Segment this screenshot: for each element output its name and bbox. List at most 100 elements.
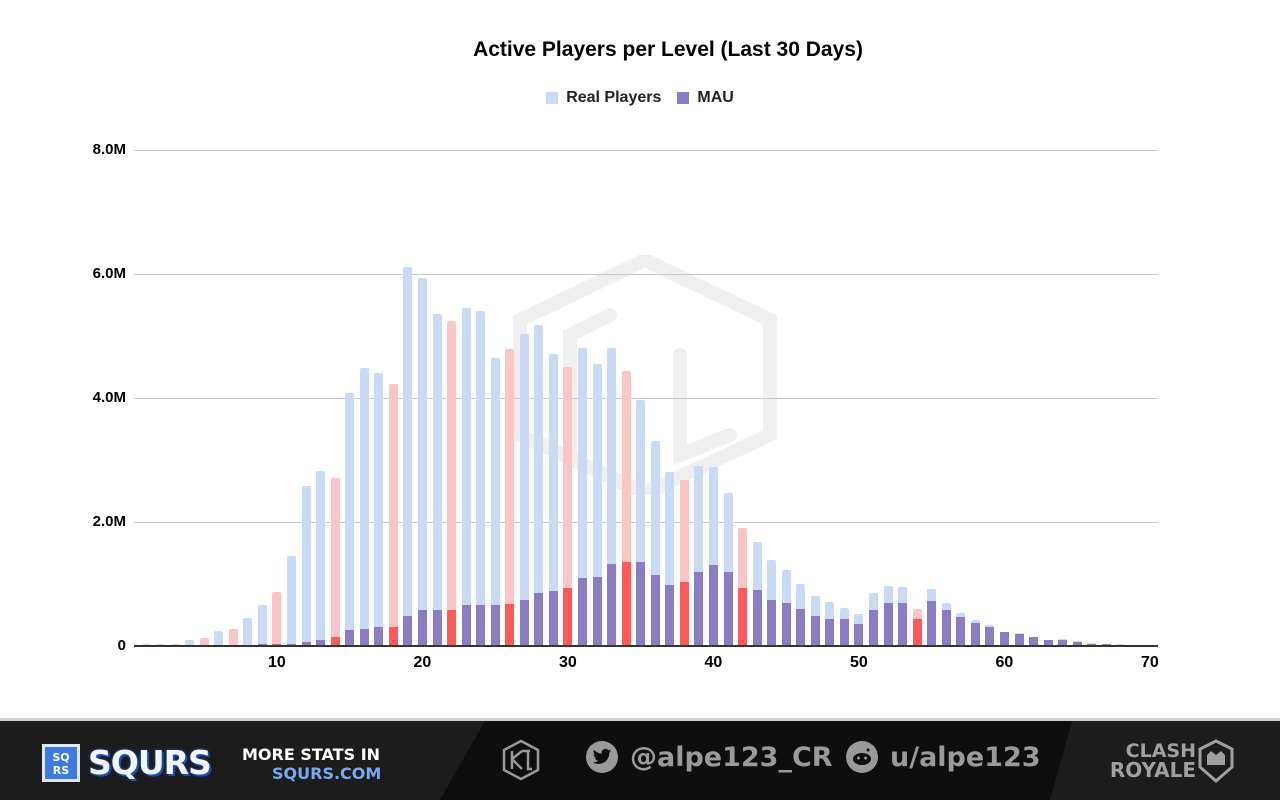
bar-real-players[interactable] xyxy=(316,471,326,646)
bar-mau[interactable] xyxy=(839,618,849,646)
bar-mau[interactable] xyxy=(388,627,398,646)
bar-mau[interactable] xyxy=(447,610,457,646)
bar-mau[interactable] xyxy=(359,628,369,646)
bar-mau[interactable] xyxy=(316,639,326,646)
bar-real-players[interactable] xyxy=(490,357,500,646)
bar-mau[interactable] xyxy=(708,564,718,646)
bar-mau[interactable] xyxy=(665,584,675,646)
bar-mau[interactable] xyxy=(417,610,427,646)
bar-mau[interactable] xyxy=(272,643,282,646)
bar-mau[interactable] xyxy=(548,591,558,646)
bar-real-players[interactable] xyxy=(650,440,660,646)
bar-mau[interactable] xyxy=(534,592,544,646)
bar-mau[interactable] xyxy=(927,601,937,646)
bar-real-players[interactable] xyxy=(461,308,471,646)
bar-real-players[interactable] xyxy=(214,631,224,646)
bar-mau[interactable] xyxy=(1087,643,1097,646)
bar-mau[interactable] xyxy=(738,588,748,646)
bar-mau[interactable] xyxy=(767,600,777,646)
bar-real-players[interactable] xyxy=(359,368,369,646)
bar-mau[interactable] xyxy=(810,616,820,646)
bar-mau[interactable] xyxy=(796,609,806,646)
bar-real-players[interactable] xyxy=(738,528,748,646)
bar-mau[interactable] xyxy=(403,616,413,646)
squrs-link[interactable]: SQURS.COM xyxy=(272,764,382,783)
bar-mau[interactable] xyxy=(854,623,864,646)
bar-real-players[interactable] xyxy=(578,347,587,646)
bar-mau[interactable] xyxy=(912,618,922,646)
bar-mau[interactable] xyxy=(374,626,384,646)
bar-mau[interactable] xyxy=(781,603,791,646)
bar-real-players[interactable] xyxy=(665,471,675,646)
bar-mau[interactable] xyxy=(970,623,980,646)
bar-real-players[interactable] xyxy=(301,486,311,646)
bar-real-players[interactable] xyxy=(243,618,253,646)
legend-item-mau[interactable]: MAU xyxy=(677,89,734,107)
bar-real-players[interactable] xyxy=(257,605,267,646)
bar-mau[interactable] xyxy=(636,562,646,646)
bar-mau[interactable] xyxy=(1072,641,1082,646)
brand-name[interactable]: SQURS xyxy=(88,743,212,782)
bar-mau[interactable] xyxy=(505,603,515,646)
bar-mau[interactable] xyxy=(432,610,442,646)
twitter-link[interactable]: @alpe123_CR xyxy=(586,741,833,773)
bar-real-players[interactable] xyxy=(592,363,602,646)
bar-mau[interactable] xyxy=(941,610,951,646)
bar-mau[interactable] xyxy=(898,602,908,646)
bar-mau[interactable] xyxy=(563,588,573,646)
bar-real-players[interactable] xyxy=(519,334,529,646)
bar-mau[interactable] xyxy=(999,631,1009,646)
bar-real-players[interactable] xyxy=(185,639,195,646)
bar-real-players[interactable] xyxy=(708,466,718,646)
bar-mau[interactable] xyxy=(956,617,966,646)
bar-real-players[interactable] xyxy=(723,492,733,646)
bar-mau[interactable] xyxy=(985,626,995,646)
bar-real-players[interactable] xyxy=(403,267,413,646)
reddit-link[interactable]: u/alpe123 xyxy=(846,741,1041,773)
bar-real-players[interactable] xyxy=(679,479,689,646)
bar-mau[interactable] xyxy=(287,643,296,646)
bar-mau[interactable] xyxy=(490,605,500,646)
bar-real-players[interactable] xyxy=(374,373,384,646)
bar-real-players[interactable] xyxy=(432,314,442,646)
bar-mau[interactable] xyxy=(723,572,733,646)
bar-mau[interactable] xyxy=(679,582,689,646)
legend-item-real-players[interactable]: Real Players xyxy=(546,89,661,107)
bar-real-players[interactable] xyxy=(534,324,544,646)
bar-mau[interactable] xyxy=(1029,637,1039,646)
bar-mau[interactable] xyxy=(345,629,355,646)
bar-real-players[interactable] xyxy=(330,477,340,646)
bar-real-players[interactable] xyxy=(476,311,486,646)
bar-mau[interactable] xyxy=(621,562,631,646)
bar-mau[interactable] xyxy=(301,641,311,646)
bar-real-players[interactable] xyxy=(417,277,427,646)
bar-real-players[interactable] xyxy=(621,370,631,646)
bar-mau[interactable] xyxy=(607,563,617,646)
bar-mau[interactable] xyxy=(869,610,878,646)
bar-mau[interactable] xyxy=(825,619,835,646)
bar-mau[interactable] xyxy=(461,605,471,646)
bar-real-players[interactable] xyxy=(694,466,704,646)
bar-mau[interactable] xyxy=(519,599,529,646)
bar-real-players[interactable] xyxy=(447,321,457,646)
bar-mau[interactable] xyxy=(592,577,602,646)
bar-mau[interactable] xyxy=(476,605,486,646)
bar-mau[interactable] xyxy=(752,590,762,646)
bar-real-players[interactable] xyxy=(636,399,646,646)
bar-real-players[interactable] xyxy=(287,556,296,646)
bar-mau[interactable] xyxy=(883,603,893,646)
bar-mau[interactable] xyxy=(694,572,704,646)
bar-real-players[interactable] xyxy=(505,349,515,646)
bar-real-players[interactable] xyxy=(548,353,558,646)
bar-real-players[interactable] xyxy=(345,393,355,646)
bar-mau[interactable] xyxy=(1043,639,1053,646)
bar-mau[interactable] xyxy=(578,578,587,646)
bar-mau[interactable] xyxy=(650,574,660,646)
bar-real-players[interactable] xyxy=(563,367,573,646)
bar-real-players[interactable] xyxy=(272,592,282,646)
bar-mau[interactable] xyxy=(1058,639,1068,646)
bar-mau[interactable] xyxy=(1101,643,1111,646)
bar-real-players[interactable] xyxy=(607,347,617,646)
bar-real-players[interactable] xyxy=(199,637,209,646)
bar-real-players[interactable] xyxy=(228,629,238,646)
